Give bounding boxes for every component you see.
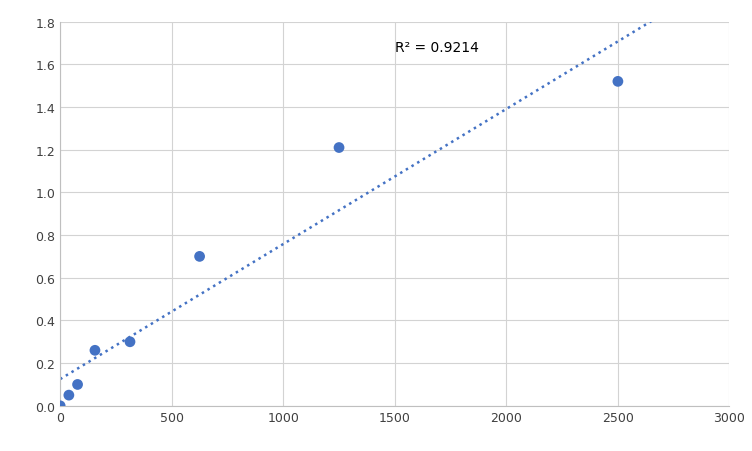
- Point: [63, 391, 75, 399]
- Point: [89, 347, 101, 354]
- Text: R² = 0.9214: R² = 0.9214: [395, 41, 479, 55]
- Point: [333, 145, 345, 152]
- Point: [124, 338, 136, 345]
- Point: [54, 402, 66, 410]
- Point: [612, 78, 624, 86]
- Point: [193, 253, 205, 260]
- Point: [71, 381, 83, 388]
